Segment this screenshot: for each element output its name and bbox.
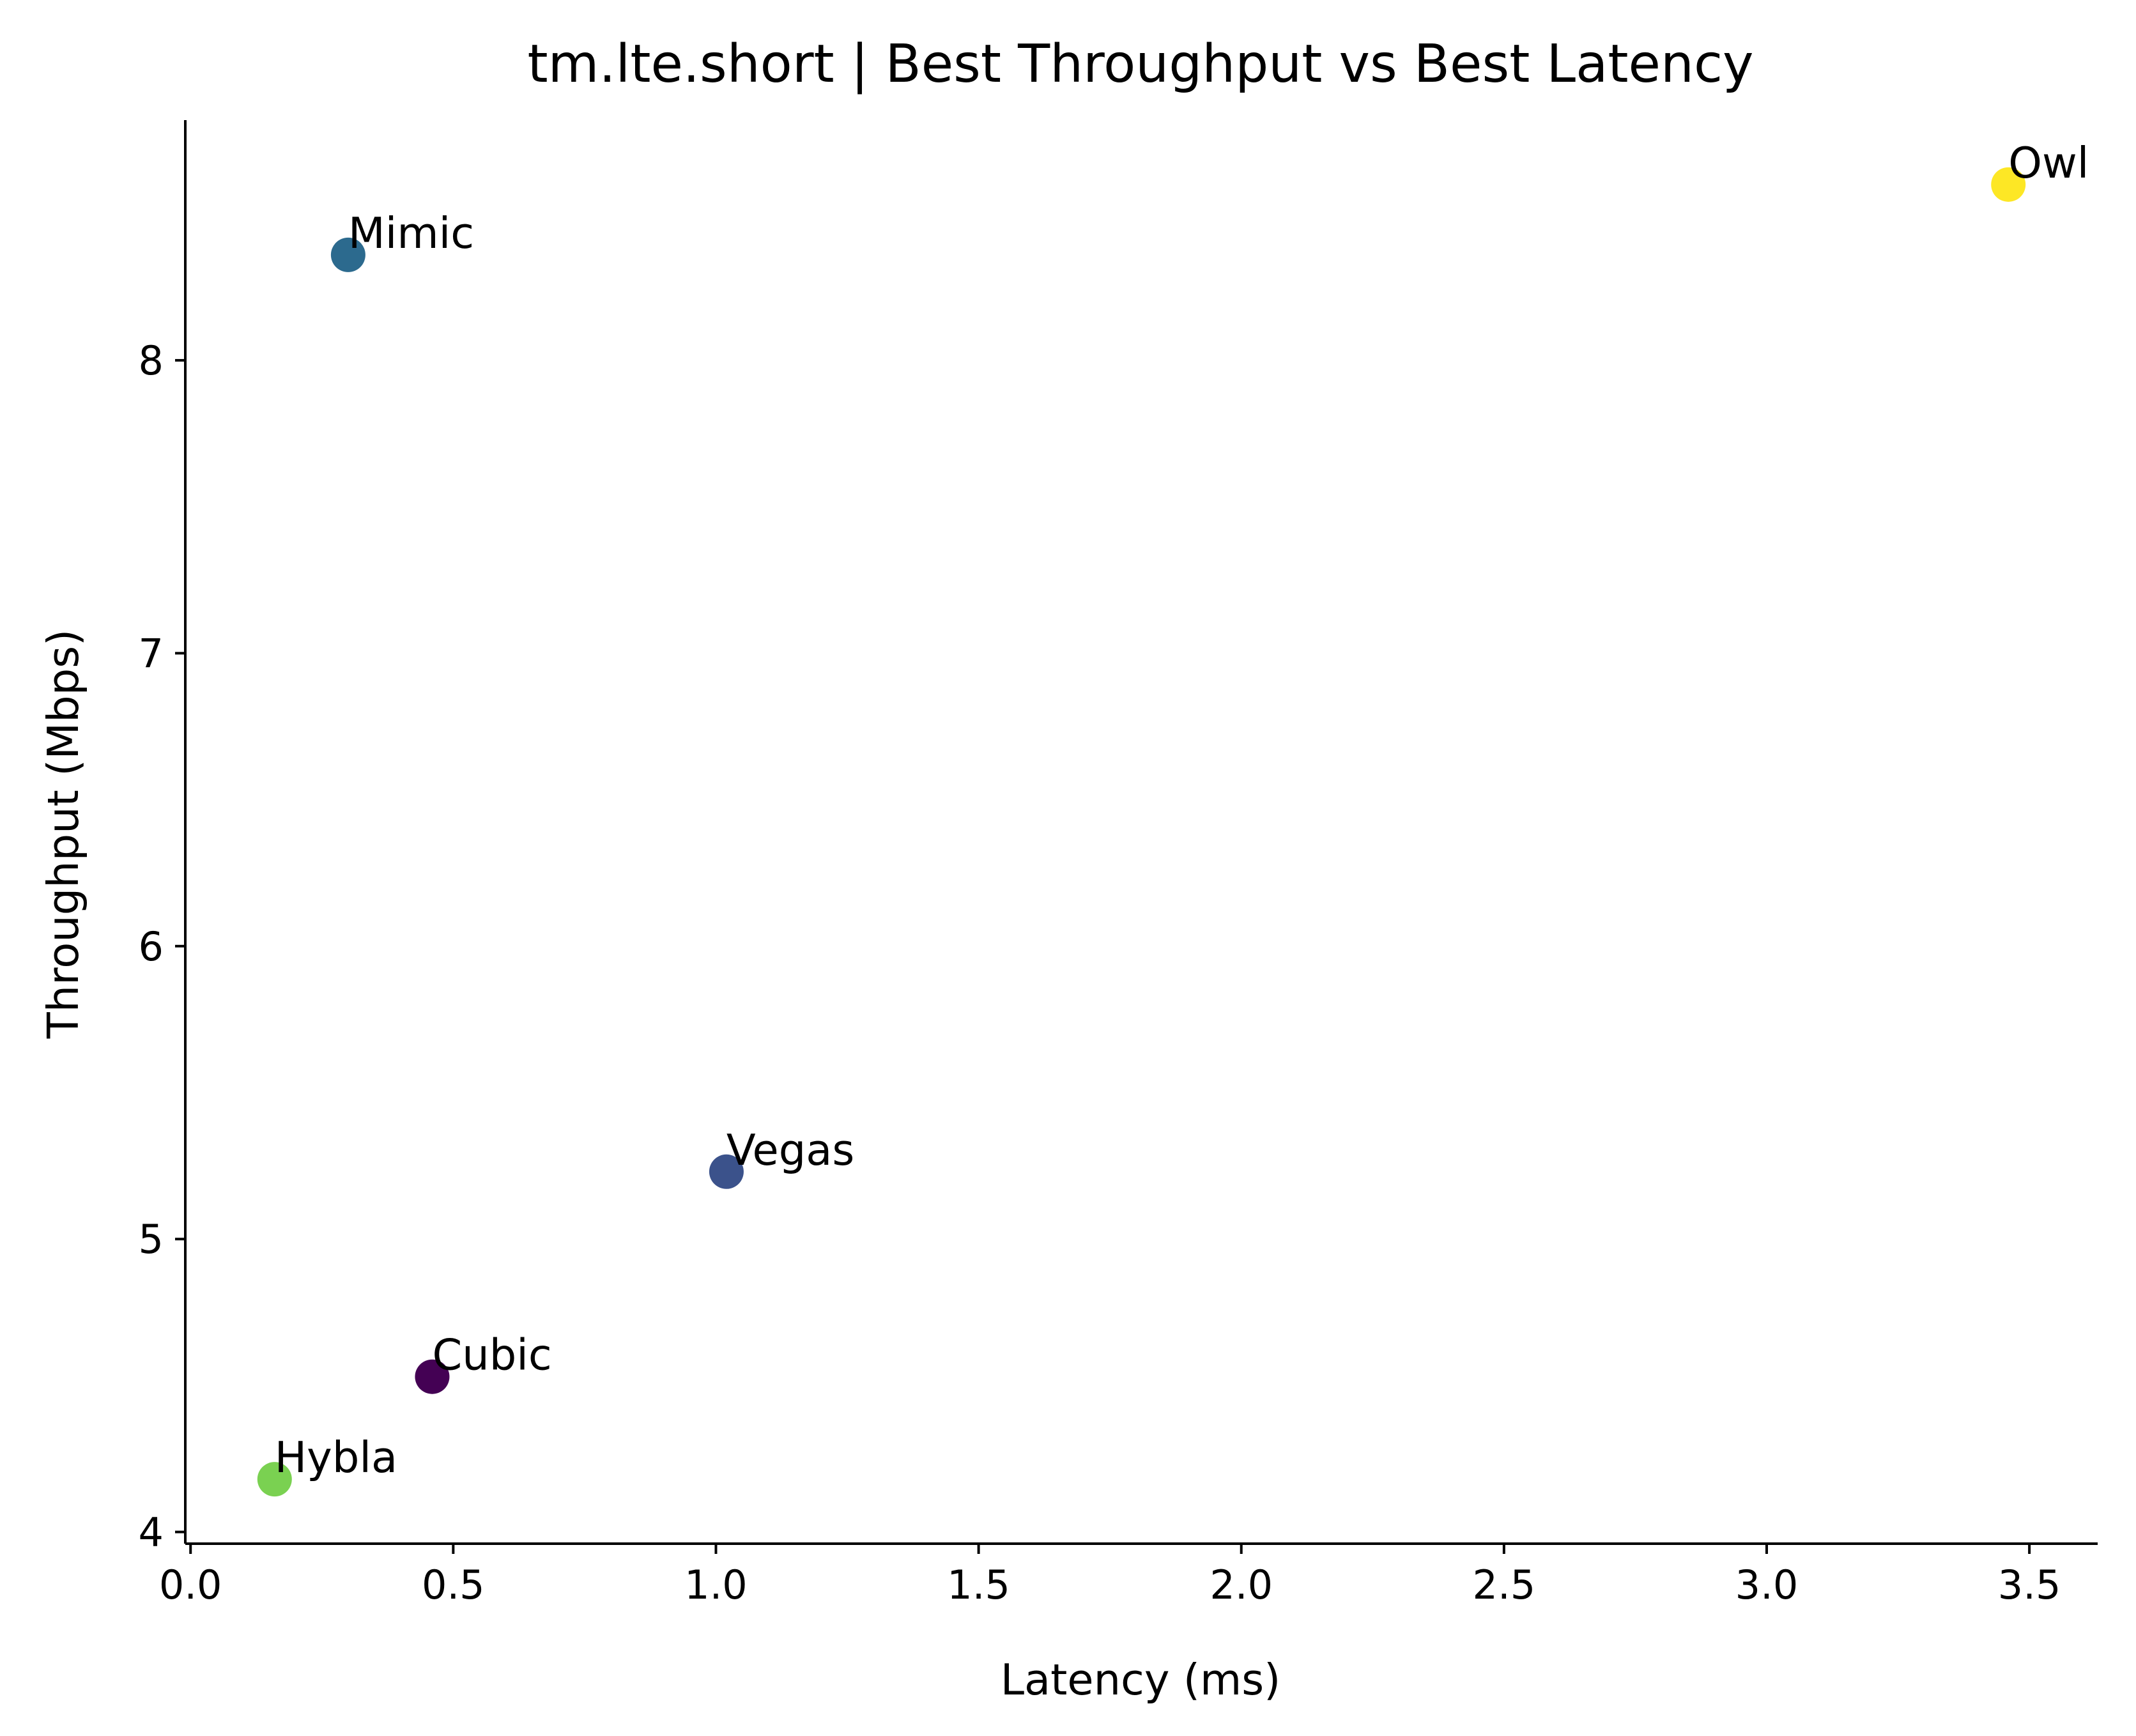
y-tick-label: 5 (139, 1216, 164, 1263)
data-label-vegas: Vegas (726, 1125, 854, 1175)
x-tick-label: 1.5 (947, 1562, 1010, 1608)
data-label-cubic: Cubic (432, 1330, 551, 1380)
axes: 0.0 0.5 1.0 1.5 2.0 2.5 3.0 3.5 4 5 6 7 8 (139, 120, 2098, 1608)
data-labels: Cubic Vegas Mimic Hybla Owl (275, 138, 2089, 1482)
data-points (257, 167, 2026, 1497)
data-point-mimic (330, 237, 365, 272)
y-tick-label: 4 (139, 1509, 164, 1556)
y-tick-label: 6 (139, 923, 164, 970)
y-tick-label: 7 (139, 630, 164, 677)
x-tick-label: 2.5 (1473, 1562, 1536, 1608)
x-tick-label: 3.5 (1998, 1562, 2061, 1608)
x-tick-label: 0.5 (422, 1562, 485, 1608)
x-tick-label: 0.0 (159, 1562, 222, 1608)
data-point-owl (1991, 167, 2026, 202)
y-tick-label: 8 (139, 337, 164, 384)
data-point-cubic (415, 1359, 450, 1394)
y-axis-title: Throughput (Mbps) (38, 629, 88, 1040)
data-label-owl: Owl (2008, 138, 2089, 188)
data-label-hybla: Hybla (275, 1433, 397, 1482)
data-point-hybla (257, 1462, 292, 1497)
data-point-vegas (709, 1154, 744, 1189)
chart-title: tm.lte.short | Best Throughput vs Best L… (527, 34, 1753, 95)
x-tick-label: 2.0 (1210, 1562, 1273, 1608)
data-label-mimic: Mimic (348, 208, 474, 258)
x-tick-label: 3.0 (1735, 1562, 1799, 1608)
x-tick-label: 1.0 (684, 1562, 748, 1608)
x-axis-title: Latency (ms) (1001, 1655, 1281, 1705)
